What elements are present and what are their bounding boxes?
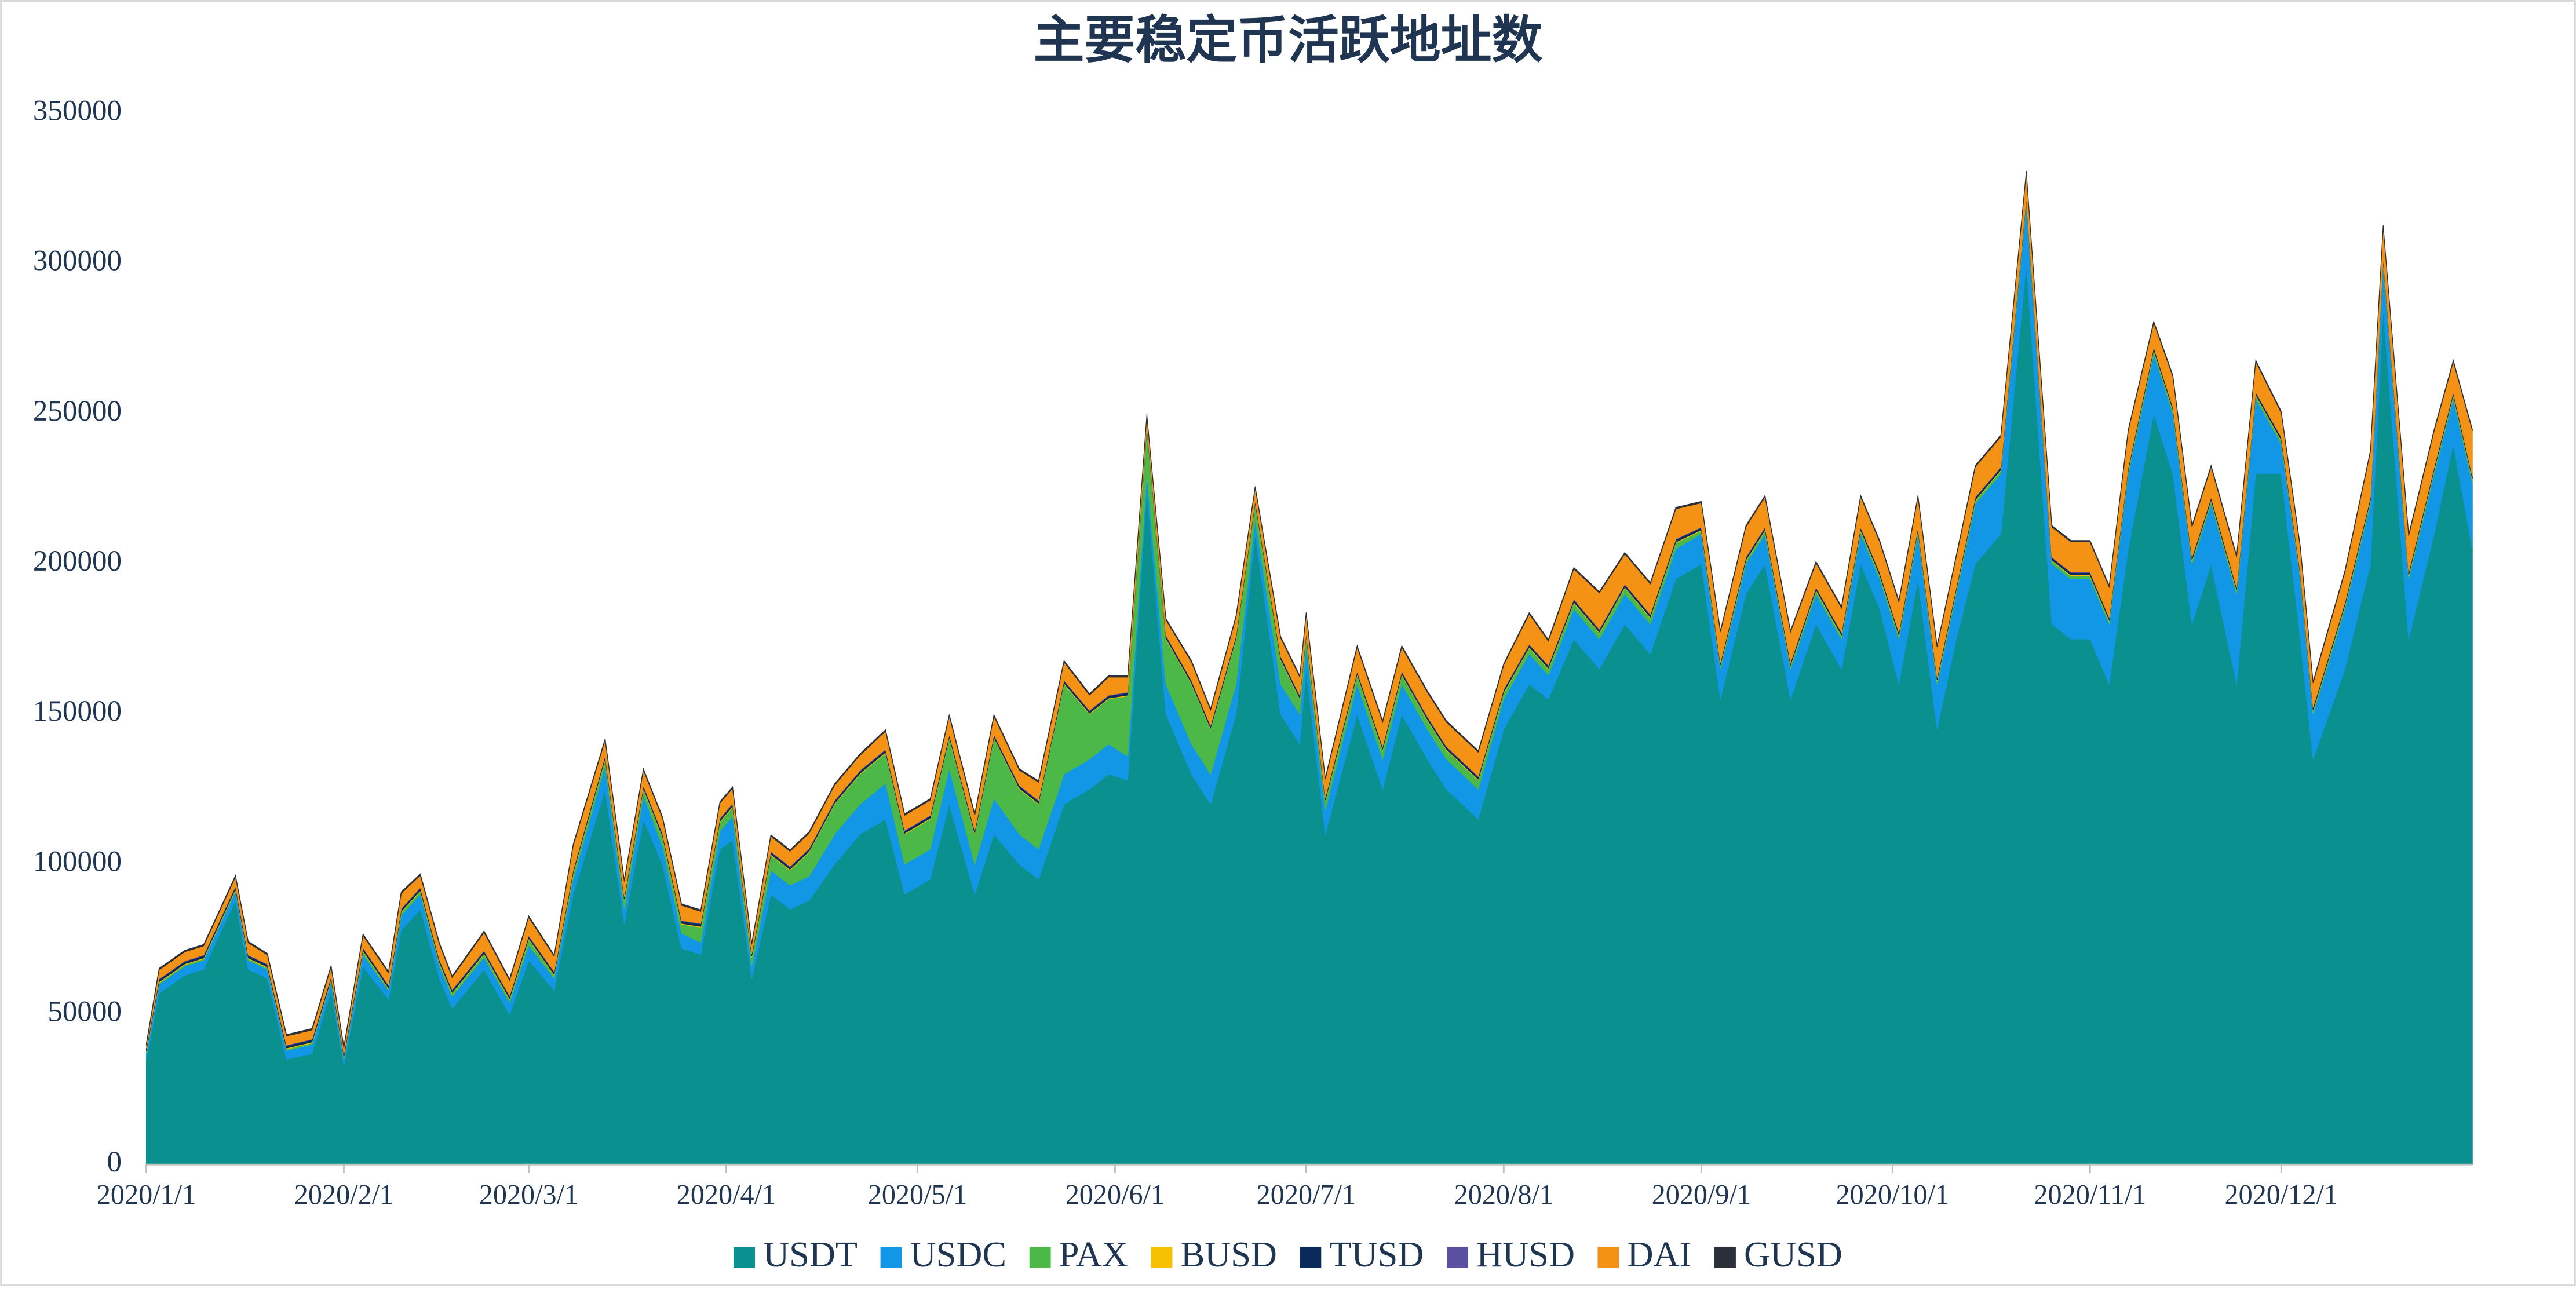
legend-item: HUSD — [1447, 1235, 1575, 1275]
y-tick-label: 50000 — [48, 996, 122, 1028]
x-tick-label: 2020/2/1 — [294, 1180, 393, 1210]
y-tick-label: 250000 — [33, 395, 122, 428]
x-tick-label: 2020/11/1 — [2034, 1180, 2146, 1210]
y-tick-label: 150000 — [33, 695, 122, 728]
legend-swatch — [734, 1246, 755, 1268]
y-tick-label: 350000 — [33, 94, 122, 127]
legend-label: GUSD — [1744, 1235, 1842, 1275]
x-tick-label: 2020/4/1 — [677, 1180, 776, 1210]
legend-label: BUSD — [1181, 1235, 1277, 1275]
x-tick-label: 2020/7/1 — [1257, 1180, 1356, 1210]
legend-item: GUSD — [1714, 1235, 1842, 1275]
y-tick-label: 100000 — [33, 845, 122, 878]
legend-label: PAX — [1059, 1235, 1128, 1275]
legend-label: USDC — [910, 1235, 1006, 1275]
legend-item: USDC — [880, 1235, 1006, 1275]
legend: USDT USDC PAX BUSD TUSD HUSD DAI GUSD — [734, 1235, 1842, 1275]
legend-item: USDT — [734, 1235, 858, 1275]
legend-swatch — [1300, 1246, 1322, 1268]
legend-swatch — [1597, 1246, 1619, 1268]
legend-item: PAX — [1029, 1235, 1128, 1275]
x-tick-label: 2020/5/1 — [868, 1180, 967, 1210]
y-tick-label: 0 — [107, 1146, 122, 1178]
legend-swatch — [1447, 1246, 1469, 1268]
x-tick-label: 2020/12/1 — [2225, 1180, 2338, 1210]
area — [145, 171, 2473, 1049]
y-tick-label: 300000 — [33, 245, 122, 277]
legend-swatch — [880, 1246, 902, 1268]
x-tick-label: 2020/10/1 — [1836, 1180, 1949, 1210]
legend-swatch — [1714, 1246, 1736, 1268]
x-tick-label: 2020/8/1 — [1454, 1180, 1553, 1210]
legend-swatch — [1029, 1246, 1051, 1268]
y-tick-label: 200000 — [33, 545, 122, 578]
legend-item: BUSD — [1151, 1235, 1277, 1275]
legend-item: TUSD — [1300, 1235, 1424, 1275]
legend-label: USDT — [763, 1235, 858, 1275]
x-tick-label: 2020/3/1 — [479, 1180, 578, 1210]
legend-label: DAI — [1627, 1235, 1691, 1275]
chart-title: 主要稳定币活跃地址数 — [1034, 13, 1543, 70]
x-tick-label: 2020/1/1 — [97, 1180, 196, 1210]
legend-label: TUSD — [1329, 1235, 1424, 1275]
x-tick-label: 2020/9/1 — [1652, 1180, 1751, 1210]
legend-item: DAI — [1597, 1235, 1691, 1275]
x-tick-label: 2020/6/1 — [1066, 1180, 1165, 1210]
legend-swatch — [1151, 1246, 1173, 1268]
legend-label: HUSD — [1476, 1235, 1575, 1275]
